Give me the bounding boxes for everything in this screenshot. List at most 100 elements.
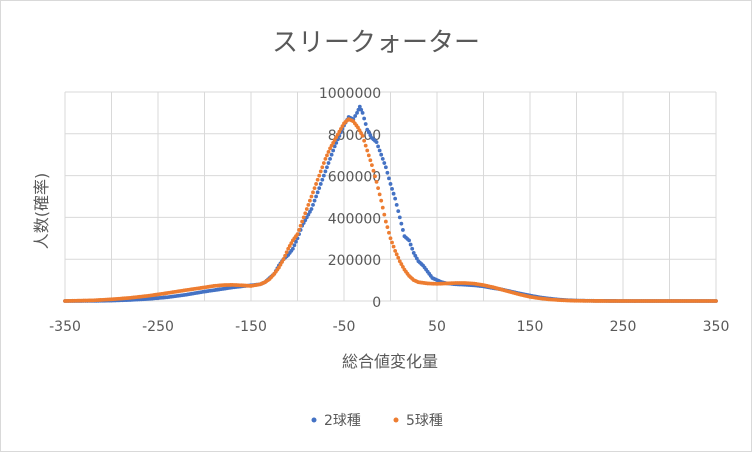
y-axis-label: 人数(確率) [32,173,51,250]
data-point [377,192,382,197]
data-point [309,194,314,199]
x-axis-label: 総合値変化量 [342,352,438,371]
data-point [290,246,295,251]
data-point [277,265,281,270]
legend: 2球種 5球種 [311,413,443,429]
y-tick-label: 0 [372,295,381,311]
data-point [306,212,311,217]
data-point [373,174,377,179]
data-point [335,132,340,137]
data-point [300,219,305,224]
data-point [286,246,291,251]
x-tick-label: 350 [703,319,730,335]
data-point [385,170,390,175]
data-point [411,251,416,255]
data-point [340,124,345,129]
data-point [401,228,405,232]
data-point [318,182,323,186]
x-tick-label: 150 [517,319,544,335]
data-point [283,253,287,258]
data-point [329,152,334,157]
data-point [393,248,398,253]
data-point [317,173,322,178]
data-point [376,144,380,149]
data-point [363,122,368,126]
x-tick-label: -50 [333,319,356,335]
data-point [388,236,393,241]
grid-lines [64,91,717,302]
data-point [356,125,360,130]
data-point [326,150,331,154]
data-point [414,256,419,261]
legend-label: 5球種 [406,413,443,429]
data-point [312,198,317,203]
data-point [413,253,418,258]
data-point [304,207,309,211]
data-point [387,230,391,235]
x-tick-label: 250 [610,319,637,335]
data-point [410,246,415,251]
data-point [334,135,339,140]
data-point [365,127,370,132]
data-point [312,186,317,191]
data-point [337,129,342,134]
data-point [408,242,413,247]
data-point [297,228,301,232]
data-point [308,198,312,203]
data-point [379,198,384,203]
y-tick-label: 200000 [328,253,381,269]
x-tick-label: 50 [428,319,446,335]
data-point [366,130,371,135]
data-point [332,138,337,142]
data-point [308,209,312,214]
data-point [376,186,380,191]
data-point [360,133,365,138]
data-point [370,163,374,168]
y-tick-label: 600000 [328,170,381,186]
data-point [393,196,398,201]
data-point [303,211,308,216]
data-point [374,179,379,184]
data-point [390,186,394,191]
data-point [326,161,331,165]
data-point [362,116,367,121]
data-point [311,202,315,207]
data-point [355,111,359,115]
chart-title: スリークォーター [272,28,480,58]
data-point [317,186,322,191]
data-point [394,202,399,207]
y-tick-label: 1000000 [319,86,381,102]
legend-label: 2球種 [324,413,361,429]
x-tick-labels: -350 -250 -150 -50 50 150 250 350 [49,319,729,335]
data-point [303,218,308,223]
data-point [298,223,303,228]
data-point [380,156,385,161]
data-point [380,205,385,210]
data-point [382,161,387,165]
data-point [390,240,394,245]
y-tick-label: 400000 [328,211,381,227]
data-point [311,190,315,195]
data-point [363,143,368,148]
data-point [318,169,323,174]
data-point [399,262,404,266]
data-point [281,257,286,262]
data-points [63,104,718,303]
data-point [397,215,402,220]
data-point [399,221,404,226]
data-point [357,128,362,133]
data-point [368,133,373,138]
data-point [309,207,314,211]
data-point [339,127,343,131]
data-point [314,194,318,199]
data-point [289,241,294,246]
data-point [385,225,390,230]
data-point [407,238,411,243]
data-point [284,250,289,255]
data-point [391,191,396,196]
data-point [374,140,379,145]
data-point [314,182,318,186]
data-point [383,165,388,170]
